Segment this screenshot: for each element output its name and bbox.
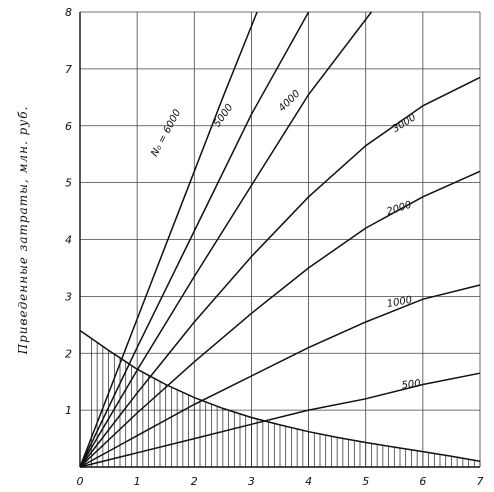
curve-label-1000: 1000 [386, 295, 413, 310]
x-tick-label-1: 1 [134, 475, 141, 488]
curve-label-6000: N₀ = 6000 [149, 108, 183, 159]
y-tick-label-8: 8 [65, 6, 72, 19]
x-tick-label-0: 0 [77, 475, 84, 488]
curve-label-3000: 3000 [391, 112, 418, 135]
x-tick-label-4: 4 [305, 475, 312, 488]
y-tick-label-3: 3 [65, 290, 72, 303]
series-line-4000-2 [79, 11, 372, 468]
curve-label-2000: 2000 [385, 200, 413, 218]
curve-label-500: 500 [401, 378, 421, 391]
y-tick-label-4: 4 [65, 234, 72, 247]
series-line-3000-3 [79, 76, 481, 468]
series-line-N6000-0 [79, 11, 258, 468]
x-tick-label-2: 2 [191, 475, 198, 488]
series-line-cost-curve-7 [79, 329, 481, 463]
y-tick-label-1: 1 [65, 404, 72, 417]
x-tick-label-3: 3 [248, 475, 255, 488]
y-tick-label-6: 6 [65, 120, 72, 133]
y-tick-label-2: 2 [65, 347, 72, 360]
x-tick-label-5: 5 [362, 475, 369, 488]
x-tick-label-6: 6 [419, 475, 426, 488]
y-tick-label-5: 5 [65, 177, 72, 190]
series-line-2000-4 [79, 170, 481, 468]
y-tick-label-7: 7 [65, 63, 72, 76]
series-line-5000-1 [79, 11, 310, 468]
series-line-1000-5 [79, 284, 481, 468]
x-tick-label-7: 7 [477, 475, 484, 488]
series-line-500-6 [79, 372, 481, 468]
